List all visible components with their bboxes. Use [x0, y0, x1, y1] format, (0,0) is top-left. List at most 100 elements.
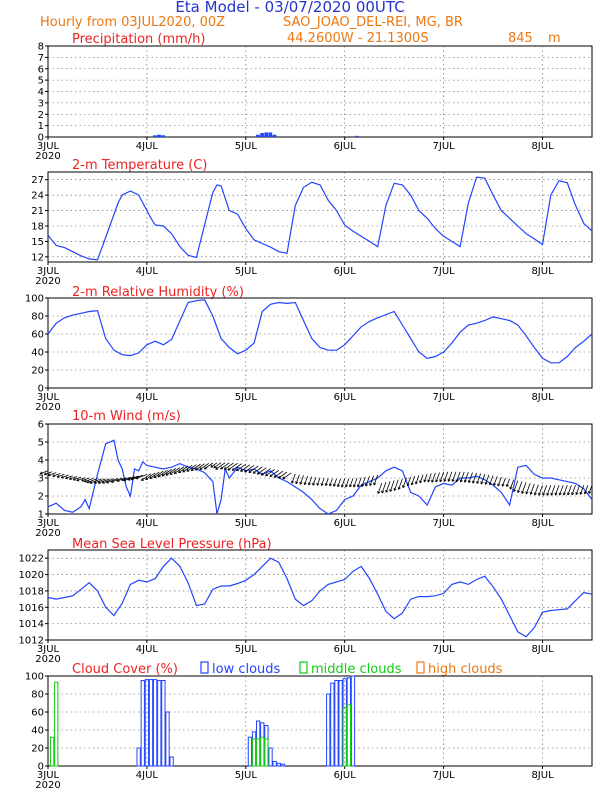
wind-vector: [542, 485, 548, 496]
wind-vector: [341, 478, 346, 488]
mslp-ytick-label: 1012: [19, 636, 44, 647]
wind-ytick-label: 3: [38, 474, 44, 485]
legend-low-clouds-label: low clouds: [212, 662, 281, 677]
wind-xtick-label: 6JUL: [334, 518, 357, 529]
cloud-bar-middle-clouds: [260, 736, 265, 767]
wind-vector-head: [415, 482, 418, 485]
wind-vector-head: [325, 483, 328, 486]
wind-vector-head: [337, 484, 340, 488]
cloud-bar-middle-clouds: [49, 736, 55, 767]
precip-bar: [272, 134, 277, 137]
wind-vector: [472, 472, 477, 484]
cloud-bar-low-clouds: [148, 679, 154, 767]
precip-xtick-label: 6JUL: [334, 141, 357, 152]
wind-vector: [497, 476, 502, 487]
station-elevation: 845: [508, 31, 533, 46]
wind-vector: [174, 466, 185, 474]
wind-vector-head: [431, 480, 435, 483]
wind-vector-head: [509, 487, 513, 490]
wind-vector: [448, 471, 453, 482]
wind-vector-head: [542, 493, 546, 496]
wind-vector: [411, 476, 416, 486]
cloud-bar-middle-clouds: [54, 681, 59, 767]
mslp-xtick-label: 6JUL: [334, 644, 357, 655]
precip-bar: [268, 132, 273, 137]
wind-vector: [56, 473, 65, 478]
wind-vector-head: [394, 488, 397, 491]
wind-vector: [563, 485, 568, 496]
wind-vector: [213, 462, 222, 469]
wind-vector-head: [402, 485, 406, 489]
wind-vector-head: [513, 489, 516, 492]
cloud-bar-low-clouds: [136, 747, 141, 767]
rh-ytick-label: 20: [31, 366, 44, 377]
mslp-xtick-year: 2020: [35, 654, 60, 665]
wind-vector: [84, 478, 94, 483]
wind-vector: [329, 478, 333, 487]
wind-vector: [44, 471, 53, 475]
wind-vector-head: [329, 484, 332, 487]
wind-vector: [381, 482, 387, 494]
wind-vector-head: [443, 479, 447, 482]
wind-xtick-label: 7JUL: [433, 518, 456, 529]
wind-vector-head: [476, 481, 480, 484]
wind-vector: [325, 478, 329, 486]
wind-vector-head: [345, 485, 348, 488]
mslp-ytick-label: 1020: [19, 570, 44, 581]
wind-vector: [439, 471, 445, 482]
wind-vector-head: [584, 492, 587, 495]
temp-xtick-label: 4JUL: [136, 266, 159, 277]
wind-vector: [521, 482, 527, 494]
wind-vector: [452, 471, 457, 482]
temp-ytick-label: 18: [31, 222, 44, 233]
wind-vector-head: [493, 483, 496, 486]
cloud-bar-low-clouds: [334, 680, 339, 767]
temp-ytick-label: 21: [31, 206, 44, 217]
wind-vector-head: [575, 492, 579, 495]
mslp-series-line: [47, 557, 593, 638]
wind-vector: [111, 477, 123, 483]
cloud-bar-low-clouds: [276, 762, 281, 767]
wind-ytick-label: 1: [38, 510, 44, 521]
wind-vector: [580, 485, 585, 495]
wind-vector-head: [517, 490, 521, 493]
wind-vector: [76, 477, 86, 482]
cloud-bar-middle-clouds: [256, 738, 261, 767]
wind-vector-head: [424, 479, 427, 483]
precip-ytick-label: 0: [38, 133, 44, 144]
wind-vector-head: [389, 489, 393, 492]
wind-vector: [369, 475, 374, 486]
wind-vector: [273, 470, 284, 478]
wind-vector: [567, 485, 572, 496]
wind-vector: [98, 478, 110, 484]
cloud-xtick-label: 3JUL: [37, 770, 60, 781]
wind-vector: [102, 478, 115, 484]
wind-vector: [248, 465, 259, 473]
legend-high-clouds-swatch: [416, 661, 425, 674]
cloud-bar-low-clouds: [350, 675, 356, 767]
wind-vector-head: [411, 483, 414, 486]
wind-vector: [345, 478, 350, 488]
cloud-bar-low-clouds: [247, 736, 253, 767]
wind-ytick-label: 2: [38, 492, 44, 503]
cloud-ytick-label: 60: [31, 708, 44, 719]
mslp-xtick-label: 8JUL: [531, 644, 554, 655]
cloud-xtick-label: 4JUL: [136, 770, 159, 781]
precip-bar: [264, 132, 269, 137]
wind-vector: [215, 462, 226, 470]
cloud-bar-middle-clouds: [264, 738, 269, 767]
precip-xtick-label: 5JUL: [235, 141, 258, 152]
temp-ytick-label: 15: [31, 237, 44, 248]
precip-xtick-label: 8JUL: [531, 141, 554, 152]
wind-vector: [121, 476, 131, 481]
wind-vector: [227, 463, 238, 471]
mslp-xtick-label: 7JUL: [433, 644, 456, 655]
wind-vector: [538, 485, 543, 496]
rh-xtick-label: 3JUL: [37, 392, 60, 403]
rh-xtick-label: 7JUL: [433, 392, 456, 403]
wind-vector: [269, 469, 280, 477]
temp-xtick-label: 5JUL: [235, 266, 258, 277]
precip-bar: [260, 133, 264, 137]
rh-ytick-label: 40: [31, 348, 44, 359]
mslp-ytick-label: 1016: [19, 603, 44, 614]
